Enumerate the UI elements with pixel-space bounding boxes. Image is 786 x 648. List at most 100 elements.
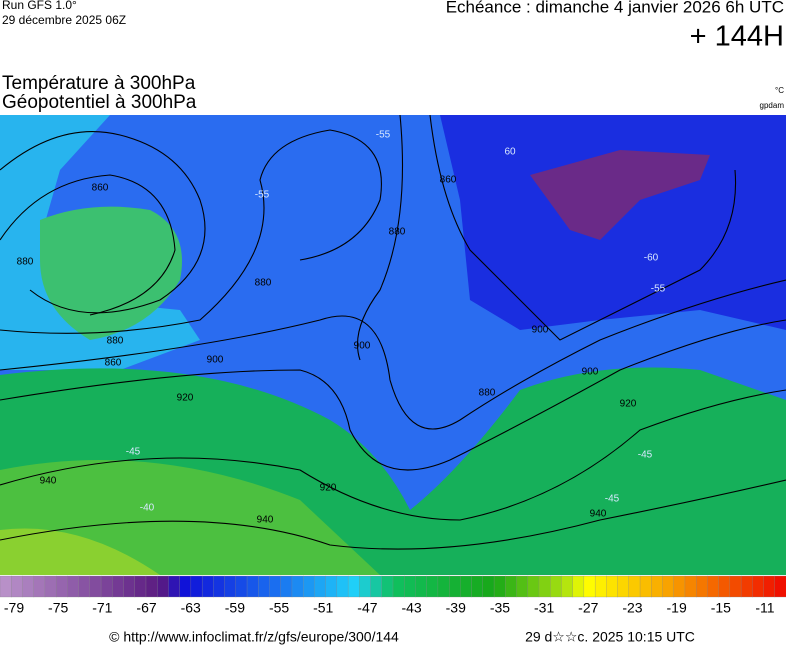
footer-generated: 29 d☆☆c. 2025 10:15 UTC	[525, 629, 695, 645]
colorbar-cell	[415, 575, 428, 598]
footer-source: © http://www.infoclimat.fr/z/gfs/europe/…	[109, 629, 399, 645]
contour-label: 920	[620, 399, 637, 410]
colorbar-cell	[426, 575, 439, 598]
colorbar-label: -39	[446, 600, 466, 616]
contour-label: -40	[140, 503, 155, 514]
contour-label: 880	[17, 257, 34, 268]
colorbar-cell	[729, 575, 742, 598]
contour-label: 900	[354, 341, 371, 352]
colorbar-cell	[662, 575, 675, 598]
colorbar-cell	[370, 575, 383, 598]
colorbar-label: -35	[490, 600, 510, 616]
colorbar-label: -71	[92, 600, 112, 616]
colorbar-cell	[740, 575, 753, 598]
colorbar-cell	[673, 575, 686, 598]
colorbar-cell	[460, 575, 473, 598]
colorbar-cell	[168, 575, 181, 598]
colorbar-cell	[617, 575, 630, 598]
colorbar-cell	[527, 575, 540, 598]
contour-label: 900	[207, 355, 224, 366]
colorbar-cell	[561, 575, 574, 598]
contour-label: -60	[644, 253, 659, 264]
colorbar-cell	[100, 575, 113, 598]
colorbar-cell	[752, 575, 764, 598]
colorbar-cell	[224, 575, 237, 598]
colorbar-cell	[516, 575, 529, 598]
colorbar-cell	[774, 575, 786, 598]
contour-label: 880	[389, 227, 406, 238]
colorbar-label: -55	[269, 600, 289, 616]
contour-label: 880	[107, 336, 124, 347]
colorbar-cell	[22, 575, 35, 598]
contour-label: 920	[177, 393, 194, 404]
contour-label: 880	[479, 388, 496, 399]
unit-geopotential: gpdam	[760, 101, 785, 110]
colorbar-cell	[201, 575, 214, 598]
colorbar-cell	[67, 575, 80, 598]
contour-label: 860	[440, 175, 457, 186]
contour-label: -55	[651, 284, 666, 295]
colorbar-cell	[392, 575, 405, 598]
colorbar-cell	[684, 575, 697, 598]
colorbar-cell	[651, 575, 663, 598]
run-label: Run GFS 1.0°	[2, 0, 77, 12]
colorbar-cell	[381, 575, 394, 598]
colorbar-cell	[123, 575, 136, 598]
title-geopotential: Géopotentiel à 300hPa	[2, 92, 197, 113]
colorbar-cell	[538, 575, 551, 598]
colorbar-cell	[359, 575, 371, 598]
colorbar-cell	[707, 575, 720, 598]
contour-label: 920	[320, 483, 337, 494]
contour-label: -55	[255, 190, 270, 201]
colorbar-cell	[55, 575, 68, 598]
colorbar-cell	[258, 575, 270, 598]
colorbar-cell	[190, 575, 203, 598]
contour-label: 880	[255, 278, 272, 289]
colorbar-label: -63	[181, 600, 201, 616]
colorbar-cell	[437, 575, 450, 598]
colorbar-label: -31	[534, 600, 554, 616]
colorbar-cell	[269, 575, 282, 598]
colorbar-cell	[606, 575, 619, 598]
colorbar-cell	[112, 575, 124, 598]
colorbar-cell	[696, 575, 708, 598]
colorbar-cell	[594, 575, 607, 598]
colorbar-cell	[325, 575, 338, 598]
colorbar-cell	[89, 575, 102, 598]
colorbar-label: -19	[667, 600, 687, 616]
colorbar-cell	[550, 575, 562, 598]
contour-label: 940	[257, 515, 274, 526]
contour-label: -55	[376, 130, 391, 141]
unit-temperature: °C	[775, 86, 784, 95]
colorbar-cell	[0, 575, 12, 598]
colorbar-cell	[134, 575, 147, 598]
colorbar-cell	[235, 575, 248, 598]
colorbar-cell	[639, 575, 652, 598]
colorbar-cell	[213, 575, 226, 598]
contour-label: 60	[504, 147, 516, 158]
contour-label: 900	[582, 367, 599, 378]
colorbar-cell	[145, 575, 158, 598]
contour-label: -45	[605, 494, 620, 505]
colorbar-cell	[505, 575, 517, 598]
contour-label: -45	[126, 447, 141, 458]
colorbar-cell	[718, 575, 731, 598]
colorbar-cell	[280, 575, 293, 598]
colorbar-label: -15	[711, 600, 731, 616]
colorbar-cell	[583, 575, 596, 598]
contour-label: 860	[92, 183, 109, 194]
colorbar-cell	[303, 575, 315, 598]
title-temperature: Température à 300hPa	[2, 73, 196, 94]
colorbar-cell	[246, 575, 259, 598]
colorbar-cell	[179, 575, 192, 598]
colorbar: -79 -75 -71 -67 -63 -59 -55 -51 -47 -43 -39 -35 -31 -…	[0, 575, 786, 616]
contour-label: 860	[105, 358, 122, 369]
colorbar-label: -23	[622, 600, 642, 616]
colorbar-cell	[336, 575, 349, 598]
colorbar-label: -11	[755, 600, 774, 616]
colorbar-cell	[291, 575, 304, 598]
colorbar-label: -79	[4, 600, 24, 616]
run-date: 29 décembre 2025 06Z	[2, 13, 126, 27]
colorbar-label: -43	[401, 600, 421, 616]
